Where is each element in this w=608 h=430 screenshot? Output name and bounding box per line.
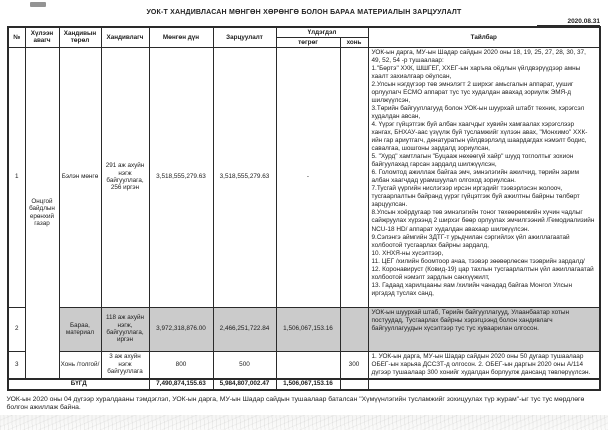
row-2-donor: 118 аж ахуйн нэгж, байгууллага, иргэн [100,306,150,352]
row-3-balance-tugrug [275,350,341,380]
col-header-balance-sheep: хонь [339,36,369,48]
row-3-type: Хонь /толгой/ [58,350,102,380]
col-header-spent: Зарцуулалт [212,26,277,48]
row-1-amount: 3,518,555,279.63 [148,46,214,308]
row-2-spent: 2,466,251,722.84 [212,306,277,352]
total-amount: 7,490,874,155.63 [148,377,214,391]
col-header-receiver: Хүлээн авагч [24,26,60,48]
row-3-amount: 800 [148,350,214,380]
table-row-2: 2 Бараа, материал 118 аж ахуйн нэгж, бай… [7,306,601,352]
row-1-no: 1 [7,46,26,308]
total-notes [367,377,601,391]
col-header-donor: Хандивлагч [100,26,150,48]
row-1-balance-sheep [339,46,369,308]
table-row-3: 3 Хонь /толгой/ 3 аж ахуйн нэгж байгуулл… [7,350,601,380]
header-row-1: № Хүлээн авагч Хандивын төрөл Хандивлагч… [7,26,601,48]
receiver-cell: Онцгой байдлын ерөнхий газар [24,46,60,380]
total-balance-tugrug: 1,506,067,153.16 [275,377,341,391]
row-2-balance-sheep [339,306,369,352]
col-header-notes: Тайлбар [367,26,601,48]
row-2-type: Бараа, материал [58,306,102,352]
page-title: УОК-Т ХАНДИВЛАСАН МӨНГӨН ХӨРӨНГӨ БОЛОН Б… [146,9,462,16]
total-balance-sheep [339,377,369,391]
total-spent: 5,984,807,002.47 [212,377,277,391]
row-1-notes: УОК-ын дарга, МУ-ын Шадар сайдын 2020 он… [367,46,601,308]
row-1-donor: 291 аж ахуйн нэгж байгууллага, 256 иргэн [100,46,150,308]
col-header-balance-tugrug: төгрөг [275,36,341,48]
row-3-spent: 500 [212,350,277,380]
scan-artifact [30,2,46,7]
row-1-spent: 3,518,555,279.63 [212,46,277,308]
donation-report-table: № Хүлээн авагч Хандивын төрөл Хандивлагч… [7,26,601,391]
row-3-no: 3 [7,350,26,380]
report-date-value: 2020.08.31 [537,18,600,26]
total-row: БҮГД 7,490,874,155.63 5,984,807,002.47 1… [7,377,601,391]
scan-noise-band [0,415,608,430]
total-label: БҮГД [7,377,150,391]
col-header-balance: Үлдэгдэл [275,26,369,38]
row-1-balance-tugrug: - [275,46,341,308]
row-3-donor: 3 аж ахуйн нэгж байгууллага [100,350,150,380]
row-3-balance-sheep: 300 [339,350,369,380]
col-header-no: № [7,26,26,48]
col-header-amount: Мөнгөн дүн [148,26,214,48]
row-2-balance-tugrug: 1,506,067,153.16 [275,306,341,352]
row-1-type: Бэлэн мөнгө [58,46,102,308]
row-2-no: 2 [7,306,26,352]
report-date: 2020.08.31 [8,18,600,26]
table-row-1: 1 Онцгой байдлын ерөнхий газар Бэлэн мөн… [7,46,601,380]
row-2-amount: 3,972,318,876.00 [148,306,214,352]
footer-note: УОК-ын 2020 оны 04 дүгээр хуралдааны тэм… [6,395,585,412]
col-header-donation-type: Хандивын төрөл [58,26,102,48]
row-3-notes: 1. УОК-ын дарга, МУ-ын Шадар сайдын 2020… [367,350,601,380]
row-2-notes: УОК-ын шуурхай штаб, Төрийн байгууллагуу… [367,306,601,352]
